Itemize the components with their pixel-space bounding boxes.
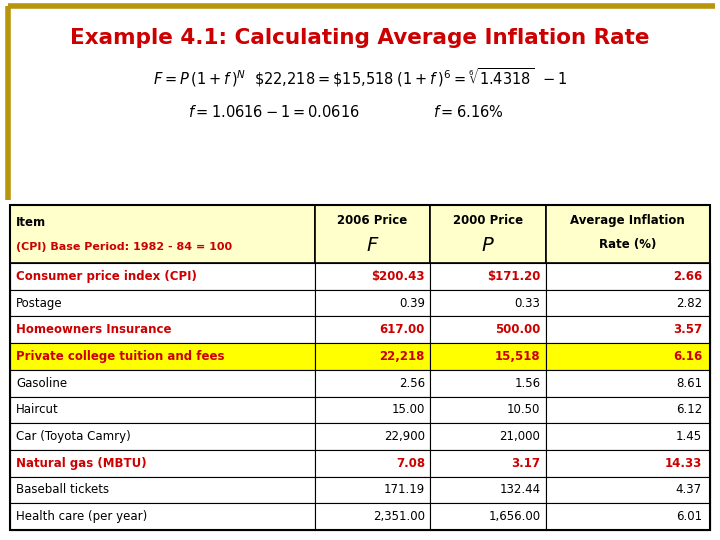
- Text: 6.16: 6.16: [672, 350, 702, 363]
- Text: Rate (%): Rate (%): [599, 238, 657, 251]
- Text: 15,518: 15,518: [495, 350, 541, 363]
- Bar: [430, 477, 546, 503]
- Text: Natural gas (MBTU): Natural gas (MBTU): [16, 457, 147, 470]
- Bar: [430, 316, 546, 343]
- Bar: [430, 503, 546, 530]
- Bar: [10, 263, 315, 289]
- Text: 500.00: 500.00: [495, 323, 541, 336]
- Text: Postage: Postage: [16, 296, 63, 309]
- Text: 3.17: 3.17: [511, 457, 541, 470]
- Bar: [10, 450, 315, 477]
- Text: Private college tuition and fees: Private college tuition and fees: [16, 350, 225, 363]
- Bar: [315, 423, 430, 450]
- Text: $\mathit{f} = 1.0616 - 1 = 0.0616$: $\mathit{f} = 1.0616 - 1 = 0.0616$: [188, 104, 359, 120]
- Text: Gasoline: Gasoline: [16, 377, 67, 390]
- Text: Health care (per year): Health care (per year): [16, 510, 148, 523]
- Bar: [10, 316, 315, 343]
- Bar: [430, 423, 546, 450]
- Text: $\mathit{f} = 6.16\%$: $\mathit{f} = 6.16\%$: [433, 104, 503, 120]
- Text: 2.82: 2.82: [676, 296, 702, 309]
- Text: 171.19: 171.19: [384, 483, 425, 496]
- Text: 15.00: 15.00: [392, 403, 425, 416]
- Text: 2.56: 2.56: [399, 377, 425, 390]
- Bar: [315, 396, 430, 423]
- Bar: [315, 205, 430, 263]
- Text: Item: Item: [16, 216, 46, 229]
- Text: 7.08: 7.08: [396, 457, 425, 470]
- Text: 1.56: 1.56: [514, 377, 541, 390]
- Text: Average Inflation: Average Inflation: [570, 214, 685, 227]
- Text: 10.50: 10.50: [507, 403, 541, 416]
- Bar: [430, 370, 546, 396]
- Text: 2006 Price: 2006 Price: [337, 214, 408, 227]
- Text: $200.43: $200.43: [372, 270, 425, 283]
- Bar: [10, 343, 315, 370]
- Text: 6.12: 6.12: [676, 403, 702, 416]
- Text: (CPI) Base Period: 1982 - 84 = 100: (CPI) Base Period: 1982 - 84 = 100: [16, 242, 232, 252]
- Text: Car (Toyota Camry): Car (Toyota Camry): [16, 430, 131, 443]
- Bar: [430, 396, 546, 423]
- Bar: [315, 450, 430, 477]
- Text: 4.37: 4.37: [676, 483, 702, 496]
- Text: Example 4.1: Calculating Average Inflation Rate: Example 4.1: Calculating Average Inflati…: [71, 28, 649, 48]
- Text: 0.33: 0.33: [515, 296, 541, 309]
- Text: $\mathit{F} = \mathit{P}\,(1+\mathit{f}\,)^N$  $\$22{,}218 = \$15{,}518\;(1+\mat: $\mathit{F} = \mathit{P}\,(1+\mathit{f}\…: [153, 66, 567, 90]
- Text: 1.45: 1.45: [676, 430, 702, 443]
- Bar: [315, 370, 430, 396]
- Bar: [10, 396, 315, 423]
- Bar: [430, 289, 546, 316]
- Bar: [315, 503, 430, 530]
- Text: $\mathit{F}$: $\mathit{F}$: [366, 236, 379, 255]
- Bar: [430, 263, 546, 289]
- Bar: [430, 343, 546, 370]
- Bar: [430, 450, 546, 477]
- Bar: [315, 316, 430, 343]
- Text: $\mathit{P}$: $\mathit{P}$: [481, 236, 495, 255]
- Text: 8.61: 8.61: [676, 377, 702, 390]
- Text: 2.66: 2.66: [672, 270, 702, 283]
- Text: 2000 Price: 2000 Price: [453, 214, 523, 227]
- Text: 22,900: 22,900: [384, 430, 425, 443]
- Text: 14.33: 14.33: [665, 457, 702, 470]
- Text: 21,000: 21,000: [500, 430, 541, 443]
- Bar: [546, 205, 710, 263]
- Bar: [546, 343, 710, 370]
- Text: Homeowners Insurance: Homeowners Insurance: [16, 323, 171, 336]
- Bar: [10, 477, 315, 503]
- Bar: [10, 503, 315, 530]
- Bar: [546, 289, 710, 316]
- Text: 2,351.00: 2,351.00: [373, 510, 425, 523]
- Bar: [10, 289, 315, 316]
- Text: 1,656.00: 1,656.00: [488, 510, 541, 523]
- Bar: [10, 423, 315, 450]
- Text: 132.44: 132.44: [500, 483, 541, 496]
- Bar: [315, 343, 430, 370]
- Text: Baseball tickets: Baseball tickets: [16, 483, 109, 496]
- Bar: [546, 477, 710, 503]
- Text: 0.39: 0.39: [399, 296, 425, 309]
- Text: Consumer price index (CPI): Consumer price index (CPI): [16, 270, 197, 283]
- Bar: [546, 316, 710, 343]
- Text: $171.20: $171.20: [487, 270, 541, 283]
- Bar: [546, 423, 710, 450]
- Bar: [315, 477, 430, 503]
- Text: 617.00: 617.00: [379, 323, 425, 336]
- Bar: [315, 263, 430, 289]
- Bar: [10, 205, 315, 263]
- Bar: [10, 205, 710, 530]
- Text: 22,218: 22,218: [379, 350, 425, 363]
- Bar: [10, 370, 315, 396]
- Text: 3.57: 3.57: [673, 323, 702, 336]
- Bar: [546, 370, 710, 396]
- Bar: [546, 396, 710, 423]
- Bar: [546, 450, 710, 477]
- Bar: [315, 289, 430, 316]
- Text: 6.01: 6.01: [676, 510, 702, 523]
- Bar: [546, 503, 710, 530]
- Text: Haircut: Haircut: [16, 403, 59, 416]
- Bar: [546, 263, 710, 289]
- Bar: [430, 205, 546, 263]
